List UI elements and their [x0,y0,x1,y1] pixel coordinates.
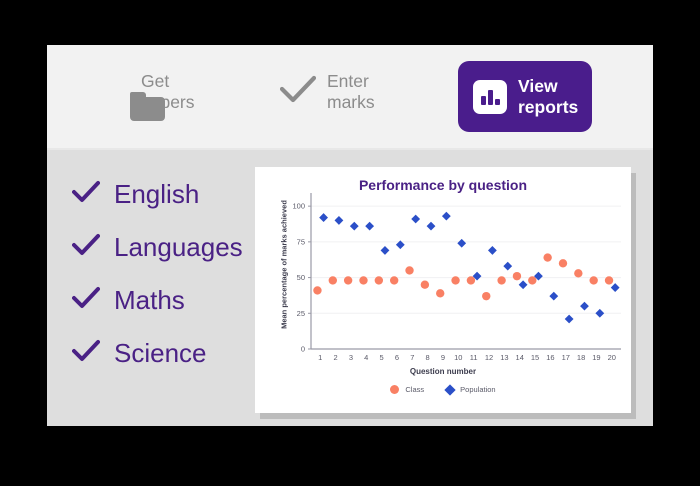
svg-text:0: 0 [301,345,305,354]
svg-text:75: 75 [297,237,305,246]
sidebar-item-label: Science [114,338,207,368]
app-card: Get papers Enter marks View reports [47,45,653,426]
svg-text:50: 50 [297,273,305,282]
svg-text:17: 17 [562,353,570,362]
svg-text:3: 3 [349,353,353,362]
svg-text:11: 11 [470,353,478,362]
sidebar-item-label: English [114,179,200,209]
view-reports-button-label: View reports [518,75,579,117]
chart-card: Performance by question Mean percentage … [255,167,631,413]
svg-text:4: 4 [364,353,368,362]
svg-text:8: 8 [426,353,430,362]
toolbar-divider [47,148,653,150]
sidebar-item-languages[interactable]: Languages [72,221,243,274]
svg-text:6: 6 [395,353,399,362]
svg-text:19: 19 [592,353,600,362]
circle-marker-icon [390,385,400,394]
svg-text:25: 25 [297,309,305,318]
step-enter-marks[interactable]: Enter marks [279,71,375,113]
svg-text:100: 100 [292,202,305,211]
svg-text:13: 13 [500,353,508,362]
legend-item-class: Class [390,385,424,394]
svg-text:16: 16 [546,353,554,362]
subject-list: English Languages Maths [72,168,243,380]
check-icon [72,286,100,315]
legend-item-population: Population [444,383,496,396]
svg-text:9: 9 [441,353,445,362]
toolbar: Get papers Enter marks View reports [47,45,653,148]
svg-text:15: 15 [531,353,539,362]
svg-text:10: 10 [454,353,462,362]
chart-title: Performance by question [358,177,528,193]
svg-text:18: 18 [577,353,585,362]
check-icon [72,339,100,368]
step-enter-marks-label: Enter marks [327,71,375,112]
step-get-papers[interactable]: Get papers [130,71,195,121]
svg-text:7: 7 [410,353,414,362]
view-reports-button[interactable]: View reports [458,61,592,132]
legend-label: Class [405,385,425,394]
legend-label: Population [460,385,496,394]
sidebar-item-science[interactable]: Science [72,327,243,380]
check-icon [72,180,100,209]
svg-text:14: 14 [516,353,524,362]
chart-x-axis-label: Question number [409,367,477,376]
svg-text:5: 5 [380,353,384,362]
svg-text:2: 2 [333,353,337,362]
check-icon [279,75,317,109]
bar-chart-icon [473,79,507,114]
diamond-marker-icon [444,383,456,396]
svg-text:12: 12 [485,353,493,362]
sidebar-item-label: Languages [114,232,243,262]
svg-text:1: 1 [318,353,322,362]
svg-text:20: 20 [608,353,616,362]
chart-legend: Class Population [255,383,631,396]
sidebar-item-label: Maths [114,285,185,315]
sidebar-item-english[interactable]: English [72,168,243,221]
check-icon [72,233,100,262]
sidebar-item-maths[interactable]: Maths [72,274,243,327]
